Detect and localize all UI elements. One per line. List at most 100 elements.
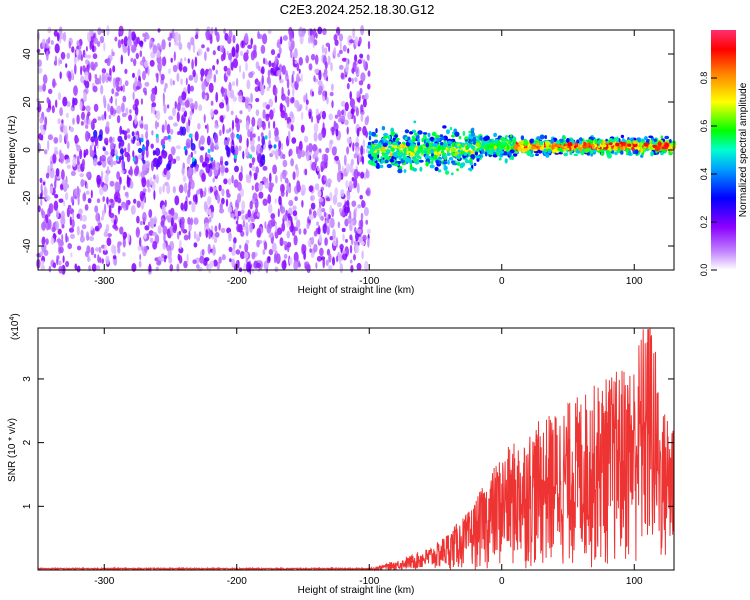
heatmap-cell xyxy=(116,86,121,92)
heatmap-cell xyxy=(349,91,353,100)
heatmap-cell xyxy=(183,200,188,212)
heatmap-cell xyxy=(222,123,225,135)
heatmap-cell xyxy=(649,139,652,145)
heatmap-cell xyxy=(597,145,601,149)
heatmap-cell xyxy=(442,154,448,159)
heatmap-cell xyxy=(650,151,654,157)
heatmap-cell xyxy=(156,73,159,83)
heatmap-cell xyxy=(451,142,455,148)
heatmap-cell xyxy=(475,155,481,159)
heatmap-cell xyxy=(347,111,352,120)
heatmap-cell xyxy=(83,79,87,86)
heatmap-cell xyxy=(231,258,236,268)
heatmap-cell xyxy=(247,105,252,113)
heatmap-cell xyxy=(84,204,89,211)
heatmap-cell xyxy=(260,155,266,166)
heatmap-cell xyxy=(545,154,550,158)
heatmap-cell xyxy=(54,174,57,184)
heatmap-cell xyxy=(112,224,118,229)
heatmap-cell xyxy=(149,38,152,50)
heatmap-cell xyxy=(253,44,257,51)
heatmap-cell xyxy=(44,116,48,127)
heatmap-cell xyxy=(484,151,488,157)
heatmap-cell xyxy=(120,148,124,155)
heatmap-cell xyxy=(140,98,143,105)
heatmap-cell xyxy=(65,232,68,243)
heatmap-cell xyxy=(163,136,169,141)
heatmap-cell xyxy=(339,208,343,214)
heatmap-cell xyxy=(219,208,224,214)
heatmap-cell xyxy=(66,140,70,149)
heatmap-cell xyxy=(296,73,300,84)
heatmap-cell xyxy=(130,44,136,53)
heatmap-cell xyxy=(204,94,207,100)
heatmap-cell xyxy=(324,61,328,70)
heatmap-cell xyxy=(201,172,206,182)
heatmap-cell xyxy=(138,260,142,268)
heatmap-cell xyxy=(43,149,48,155)
heatmap-cell xyxy=(135,52,139,60)
heatmap-cell xyxy=(103,42,106,52)
heatmap-cell xyxy=(141,177,147,188)
x-tick-label: -100 xyxy=(359,276,379,287)
heatmap-cell xyxy=(230,110,234,116)
heatmap-cell xyxy=(306,263,311,274)
heatmap-cell xyxy=(389,158,395,163)
heatmap-cell xyxy=(383,135,388,139)
heatmap-cell xyxy=(305,55,310,64)
heatmap-cell xyxy=(312,144,318,152)
heatmap-cell xyxy=(362,147,366,155)
heatmap-cell xyxy=(379,164,384,169)
heatmap-cell xyxy=(309,33,315,44)
heatmap-cell xyxy=(221,188,225,197)
heatmap-cell xyxy=(183,146,187,151)
heatmap-cell xyxy=(250,37,253,46)
heatmap-cell xyxy=(247,218,251,223)
heatmap-cell xyxy=(404,137,408,141)
heatmap-cell xyxy=(115,155,119,160)
heatmap-cell xyxy=(417,130,423,135)
heatmap-cell xyxy=(367,83,371,90)
heatmap-cell xyxy=(255,166,259,174)
heatmap-cell xyxy=(322,223,327,235)
heatmap-cell xyxy=(402,152,406,158)
heatmap-cell xyxy=(92,85,98,93)
heatmap-cell xyxy=(290,97,295,104)
heatmap-cell xyxy=(262,102,266,108)
heatmap-cell xyxy=(493,145,497,150)
heatmap-cell xyxy=(145,160,151,169)
heatmap-cell xyxy=(120,54,124,65)
heatmap-cell xyxy=(365,130,368,138)
heatmap-cell xyxy=(371,152,377,157)
heatmap-cell xyxy=(328,113,333,121)
heatmap-cell xyxy=(118,142,121,149)
heatmap-cell xyxy=(590,140,594,145)
heatmap-cell xyxy=(64,192,69,201)
heatmap-cell xyxy=(85,46,88,52)
heatmap-cell xyxy=(142,33,145,38)
heatmap-cell xyxy=(237,193,241,203)
heatmap-cell xyxy=(360,114,364,122)
heatmap-cell xyxy=(224,161,229,166)
heatmap-cell xyxy=(325,42,330,47)
heatmap-cell xyxy=(346,83,350,90)
heatmap-cell xyxy=(338,33,344,42)
heatmap-cell xyxy=(664,142,670,148)
heatmap-cell xyxy=(57,260,62,266)
heatmap-cell xyxy=(371,144,376,148)
heatmap-cell xyxy=(102,184,108,193)
heatmap-cell xyxy=(214,123,217,129)
heatmap-cell xyxy=(293,251,299,263)
heatmap-cell xyxy=(489,151,493,155)
heatmap-cell xyxy=(155,133,159,139)
heatmap-cell xyxy=(313,123,319,133)
heatmap-cell xyxy=(152,44,158,55)
heatmap-cell xyxy=(173,51,176,62)
heatmap-cell xyxy=(318,132,323,141)
heatmap-cell xyxy=(130,205,136,215)
heatmap-cell xyxy=(186,253,189,265)
heatmap-cell xyxy=(188,230,191,240)
heatmap-cell xyxy=(278,195,282,206)
heatmap-cell xyxy=(92,157,98,167)
